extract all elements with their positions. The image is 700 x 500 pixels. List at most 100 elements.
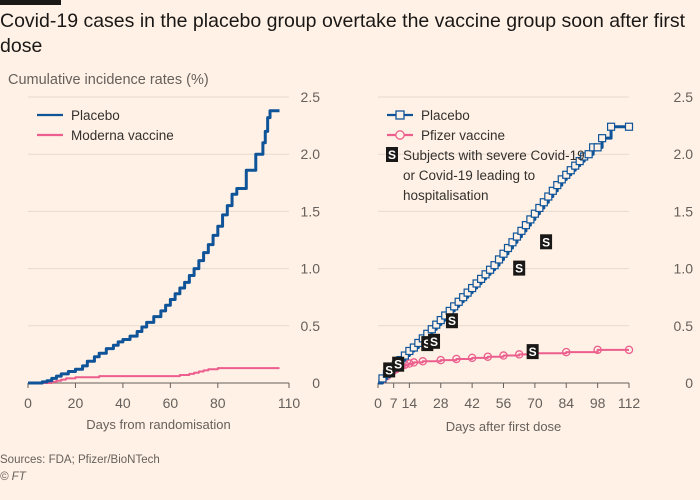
- series-point-placebo: [463, 288, 472, 297]
- x-tick-label: 14: [402, 395, 418, 411]
- severe-marker-label: S: [430, 335, 438, 349]
- series-point-placebo: [459, 293, 468, 302]
- y-tick-label: 2.0: [674, 146, 694, 162]
- severe-marker-box: [445, 313, 458, 329]
- series-line-placebo: [378, 125, 629, 385]
- series-point-placebo: [454, 297, 463, 306]
- x-tick-label: 42: [464, 395, 480, 411]
- brand-bar: [0, 0, 61, 5]
- series-point-pfizer-vaccine: [436, 355, 445, 365]
- series-point-placebo: [472, 279, 481, 288]
- y-tick-label: 0: [312, 375, 320, 391]
- severe-marker-label: S: [423, 337, 431, 351]
- series-point-placebo: [468, 283, 477, 293]
- series-point-placebo: [503, 243, 513, 253]
- series-point-pfizer-vaccine: [562, 347, 571, 357]
- legend-marker: [395, 110, 405, 120]
- severe-marker-box: [428, 333, 441, 349]
- x-tick-label: 40: [115, 395, 131, 411]
- series-point-pfizer-vaccine: [483, 352, 493, 361]
- x-axis-label: Days after first dose: [446, 419, 562, 434]
- series-point-pfizer-vaccine: [409, 358, 419, 367]
- series-point-pfizer-vaccine: [593, 345, 602, 355]
- series-point-placebo: [598, 134, 607, 143]
- series-point-placebo: [409, 343, 418, 352]
- series-point-placebo: [593, 143, 602, 152]
- series-point-placebo: [539, 198, 548, 207]
- severe-marker-box: [540, 234, 553, 250]
- y-tick-label: 1.0: [674, 261, 694, 277]
- series-point-placebo: [512, 232, 522, 241]
- credit-note: © FT: [0, 471, 26, 483]
- series-point-placebo: [624, 122, 634, 131]
- series-point-placebo: [378, 374, 387, 383]
- series-point-placebo: [544, 192, 553, 201]
- severe-note-line: Subjects with severe Covid-19: [403, 148, 585, 163]
- chart-subtitle: Cumulative incidence rates (%): [8, 72, 209, 88]
- x-axis-label: Days from randomisation: [86, 417, 231, 432]
- series-point-pfizer-vaccine: [418, 357, 428, 366]
- series-point-placebo: [535, 203, 544, 213]
- legend-marker: [395, 130, 405, 140]
- y-tick-label: 0.5: [674, 318, 694, 334]
- x-tick-label: 110: [278, 395, 301, 411]
- series-point-placebo: [476, 274, 486, 283]
- y-tick-label: 1.0: [301, 261, 321, 277]
- x-tick-label: 60: [163, 395, 179, 411]
- series-point-placebo: [490, 261, 499, 270]
- x-tick-label: 70: [527, 395, 543, 411]
- y-tick-label: 0.5: [301, 318, 321, 334]
- series-point-pfizer-vaccine: [624, 345, 634, 355]
- y-tick-label: 2.5: [674, 89, 694, 105]
- series-point-placebo: [553, 180, 562, 190]
- series-point-placebo: [400, 351, 409, 360]
- x-tick-label: 56: [496, 395, 512, 411]
- series-point-pfizer-vaccine: [452, 354, 461, 364]
- series-point-placebo: [571, 161, 580, 170]
- legend-label-moderna-vaccine: Moderna vaccine: [71, 128, 174, 143]
- legend-label-placebo: Placebo: [421, 108, 470, 123]
- series-point-pfizer-vaccine: [499, 351, 508, 360]
- severe-note-line: or Covid-19 leading to: [403, 168, 535, 183]
- series-point-pfizer-vaccine: [405, 359, 414, 368]
- x-tick-label: 0: [24, 395, 32, 411]
- y-tick-label: 1.5: [674, 203, 694, 219]
- y-tick-label: 1.5: [301, 203, 321, 219]
- series-point-placebo: [526, 215, 535, 224]
- x-tick-label: 84: [558, 395, 574, 411]
- series-point-placebo: [450, 302, 459, 311]
- legend-label-placebo: Placebo: [71, 108, 120, 123]
- severe-marker-label: S: [542, 235, 550, 249]
- series-point-placebo: [481, 270, 490, 279]
- series-point-pfizer-vaccine: [467, 353, 477, 363]
- series-point-placebo: [584, 150, 593, 159]
- severe-marker-box: [513, 260, 526, 276]
- series-point-pfizer-vaccine: [514, 350, 524, 359]
- series-point-placebo: [499, 249, 508, 258]
- y-tick-label: 2.5: [301, 89, 321, 105]
- x-tick-label: 0: [374, 395, 382, 411]
- series-point-placebo: [508, 238, 517, 247]
- y-tick-label: 2.0: [301, 146, 321, 162]
- severe-marker-box: [392, 356, 405, 372]
- series-point-placebo: [548, 186, 557, 195]
- series-point-placebo: [485, 265, 495, 274]
- series-point-placebo: [530, 209, 539, 218]
- severe-marker-label: S: [394, 358, 402, 372]
- x-tick-label: 28: [433, 395, 449, 411]
- severe-marker-label: S: [385, 363, 393, 377]
- series-point-placebo: [432, 320, 441, 329]
- chart-panel-1: 0 0.5 1.0 1.5 2.0 2.5 0 20 40 60 80 110 Days from ra…: [24, 89, 320, 432]
- series-point-placebo: [562, 170, 571, 179]
- legend-label-pfizer-vaccine: Pfizer vaccine: [421, 128, 505, 143]
- series-point-placebo: [557, 175, 566, 184]
- series-point-placebo: [494, 255, 504, 264]
- series-line-placebo: [28, 109, 280, 385]
- chart-title: Covid-19 cases in the placebo group over…: [0, 10, 686, 57]
- series-point-placebo: [521, 221, 531, 230]
- series-line-pfizer-vaccine: [378, 348, 629, 384]
- series-point-placebo: [427, 325, 436, 334]
- severe-marker-box: [526, 344, 539, 360]
- series-point-placebo: [517, 226, 526, 235]
